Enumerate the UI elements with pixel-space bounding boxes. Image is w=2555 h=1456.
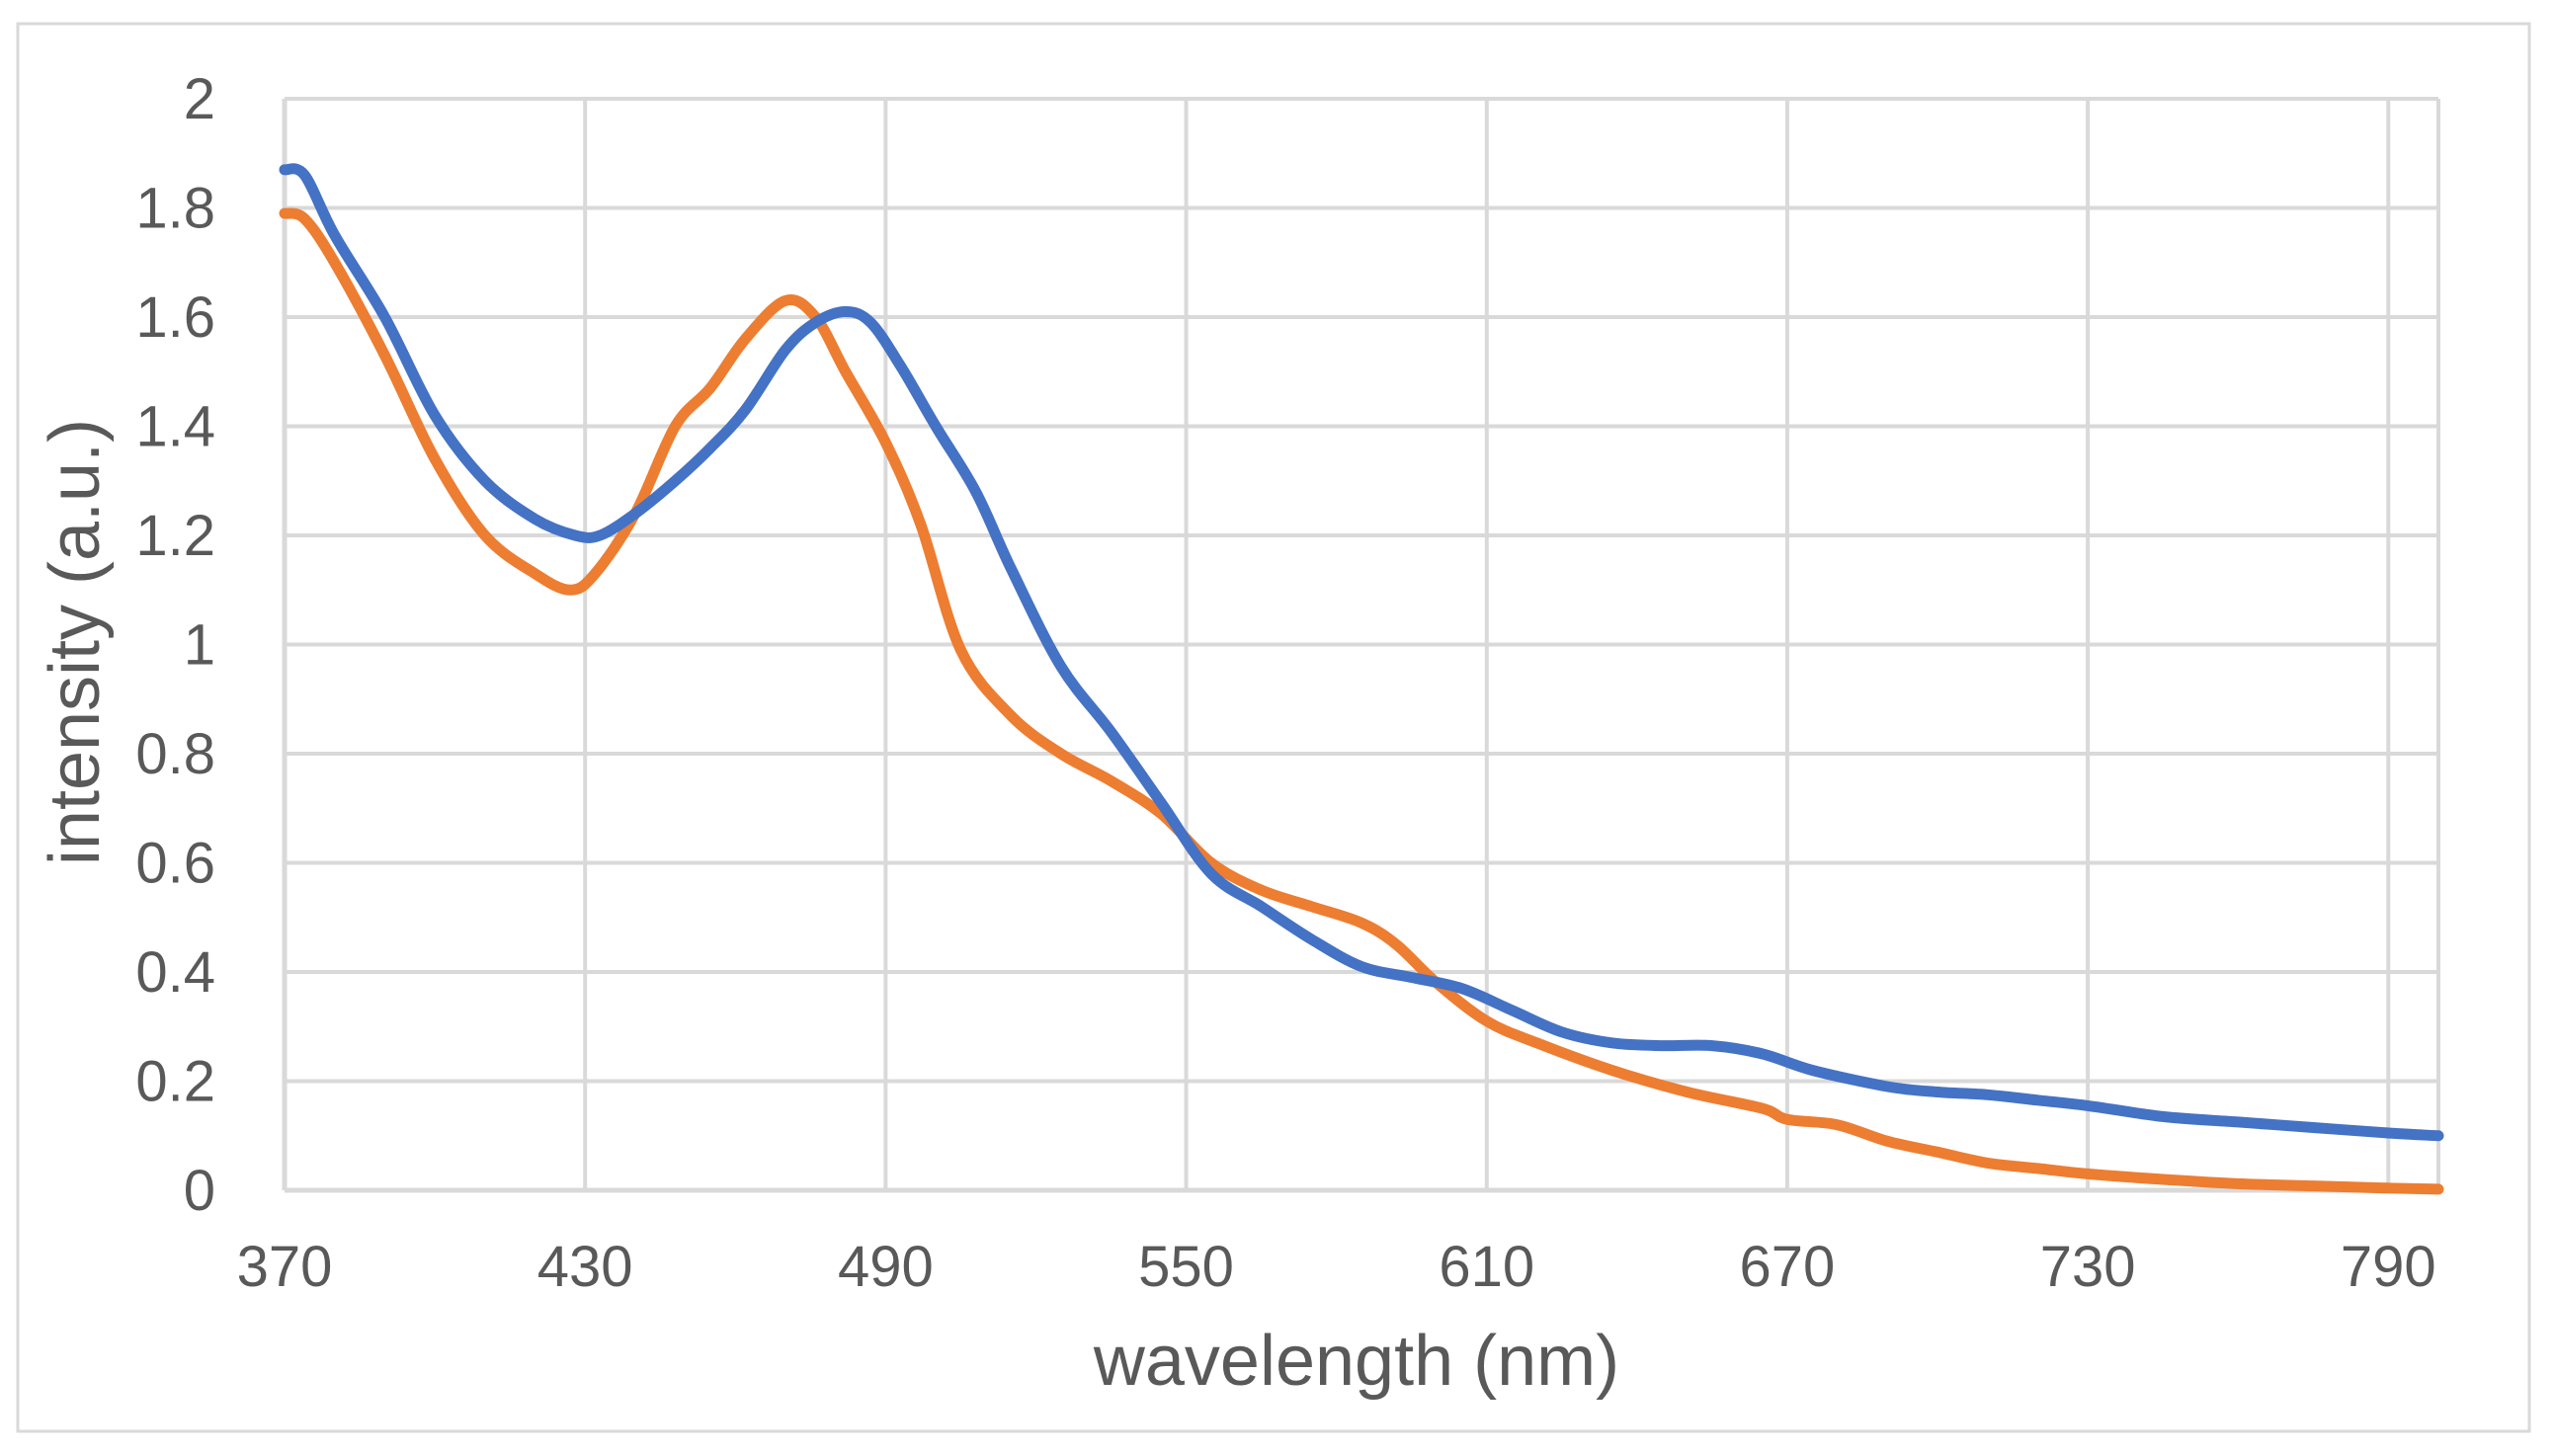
y-tick-label: 0	[184, 1159, 215, 1223]
y-tick-label: 1.8	[135, 177, 215, 241]
x-tick-label: 610	[1439, 1235, 1534, 1299]
y-tick-label: 1	[184, 613, 215, 678]
x-tick-label: 430	[537, 1235, 633, 1299]
y-axis-title: intensity (a.u.)	[36, 419, 115, 865]
y-tick-label: 1.2	[135, 504, 215, 568]
series-line-blue	[279, 163, 2444, 1142]
x-axis-title: wavelength (nm)	[1093, 1322, 1619, 1401]
y-tick-label: 2	[184, 67, 215, 131]
y-tick-label: 0.4	[135, 940, 215, 1005]
gridlines	[285, 97, 2440, 1190]
x-tick-label: 730	[2040, 1235, 2136, 1299]
x-tick-label: 790	[2341, 1235, 2436, 1299]
x-tick-label: 670	[1740, 1235, 1836, 1299]
series-line-orange	[279, 207, 2444, 1195]
series-lines	[279, 163, 2444, 1195]
axes	[282, 99, 2438, 1193]
y-tick-label: 0.6	[135, 832, 215, 896]
y-tick-label: 0.2	[135, 1050, 215, 1114]
x-tick-label: 370	[237, 1235, 333, 1299]
chart-border	[16, 22, 2531, 1433]
tick-labels: 0 0.2 0.4 0.6 0.8 1 1.2 1.4 1.6 1.8 2 370 430 490 550 6…	[135, 67, 2435, 1299]
x-tick-label: 490	[838, 1235, 934, 1299]
y-tick-label: 1.6	[135, 285, 215, 350]
y-tick-label: 0.8	[135, 722, 215, 786]
x-tick-label: 550	[1138, 1235, 1234, 1299]
y-tick-label: 1.4	[135, 395, 215, 459]
